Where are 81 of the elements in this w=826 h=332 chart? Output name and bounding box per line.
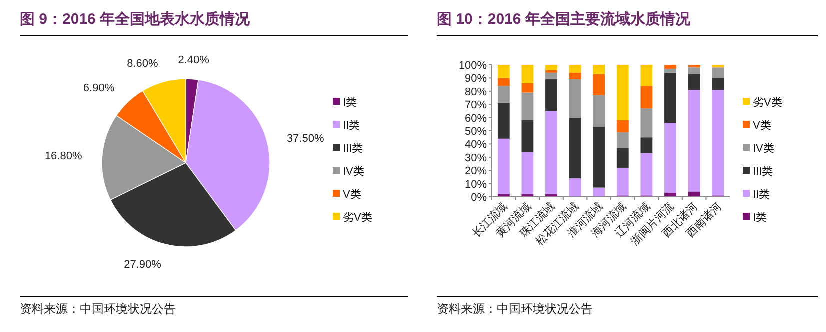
bar — [498, 86, 510, 104]
bar — [498, 103, 510, 139]
bar — [616, 65, 629, 120]
legend-label: 劣V类 — [753, 96, 782, 109]
legend-label: 劣V类 — [343, 211, 372, 224]
y-tick-label: 0% — [471, 192, 488, 204]
bar — [616, 168, 629, 196]
bar — [546, 65, 558, 70]
bar — [546, 111, 558, 194]
bar — [593, 127, 606, 188]
y-tick-label: 80% — [464, 86, 488, 98]
bar — [616, 120, 629, 132]
bar — [569, 80, 582, 118]
bar — [664, 72, 676, 124]
y-tick-label: 10% — [464, 178, 488, 191]
legend-label: I类 — [343, 96, 358, 109]
bar — [688, 68, 700, 74]
legend-label: V类 — [343, 188, 362, 201]
bar — [616, 148, 629, 168]
bar — [546, 70, 558, 73]
bar — [640, 86, 653, 109]
bar — [522, 83, 534, 93]
legend-label: I类 — [753, 211, 768, 224]
text: 资料来源：中国环境状况公告 — [437, 302, 593, 316]
data-label: 27.90% — [124, 259, 162, 272]
bar — [593, 188, 606, 197]
bar — [664, 65, 676, 69]
bar — [640, 138, 653, 154]
bar — [522, 92, 534, 120]
bar — [640, 108, 653, 138]
bar — [664, 68, 676, 73]
bar — [546, 72, 558, 80]
bar — [688, 90, 700, 192]
bar — [498, 65, 510, 78]
bar — [712, 78, 724, 90]
legend-label: II类 — [753, 188, 770, 201]
bar — [664, 123, 676, 194]
chart-title: 图 9：2016 年全国地表水水质情况 — [20, 11, 252, 28]
bar — [546, 80, 558, 112]
y-tick-label: 60% — [464, 112, 488, 125]
data-label: 6.90% — [83, 82, 115, 94]
bar — [498, 138, 510, 194]
legend-label: III类 — [343, 142, 364, 155]
bar — [593, 74, 606, 96]
bar — [688, 192, 700, 197]
bar — [593, 65, 606, 74]
legend-label: V类 — [753, 119, 772, 132]
data-label: 16.80% — [44, 150, 82, 163]
y-tick-label: 20% — [464, 166, 488, 178]
y-tick-label: 40% — [464, 139, 488, 152]
text: 资料来源：中国环境状况公告 — [20, 302, 176, 316]
y-tick-label: 50% — [464, 126, 488, 138]
bar — [522, 120, 534, 152]
bar — [593, 95, 606, 128]
y-tick-label: 70% — [464, 100, 488, 112]
legend-label: II类 — [343, 119, 360, 132]
bar — [712, 68, 724, 78]
bar — [712, 90, 724, 196]
bar — [616, 132, 629, 148]
bar — [712, 65, 724, 68]
data-label: 2.40% — [178, 54, 210, 66]
bar — [569, 118, 582, 179]
bar — [569, 178, 582, 197]
legend-label: III类 — [753, 165, 774, 178]
y-tick-label: 90% — [464, 73, 488, 86]
legend-label: IV类 — [343, 165, 364, 178]
bar — [640, 153, 653, 196]
y-tick-label: 30% — [464, 152, 488, 164]
bar — [688, 74, 700, 90]
legend-label: IV类 — [753, 142, 774, 155]
bar — [569, 72, 582, 80]
bar — [522, 65, 534, 84]
data-label: 8.60% — [127, 58, 158, 70]
bar — [569, 65, 582, 73]
bar — [522, 152, 534, 194]
bar — [498, 78, 510, 86]
data-label: 37.50% — [286, 132, 324, 145]
bar — [640, 65, 653, 86]
chart-title: 图 10：2016 年全国主要流域水质情况 — [437, 10, 692, 28]
y-tick-label: 100% — [458, 60, 488, 72]
bar — [688, 65, 700, 68]
